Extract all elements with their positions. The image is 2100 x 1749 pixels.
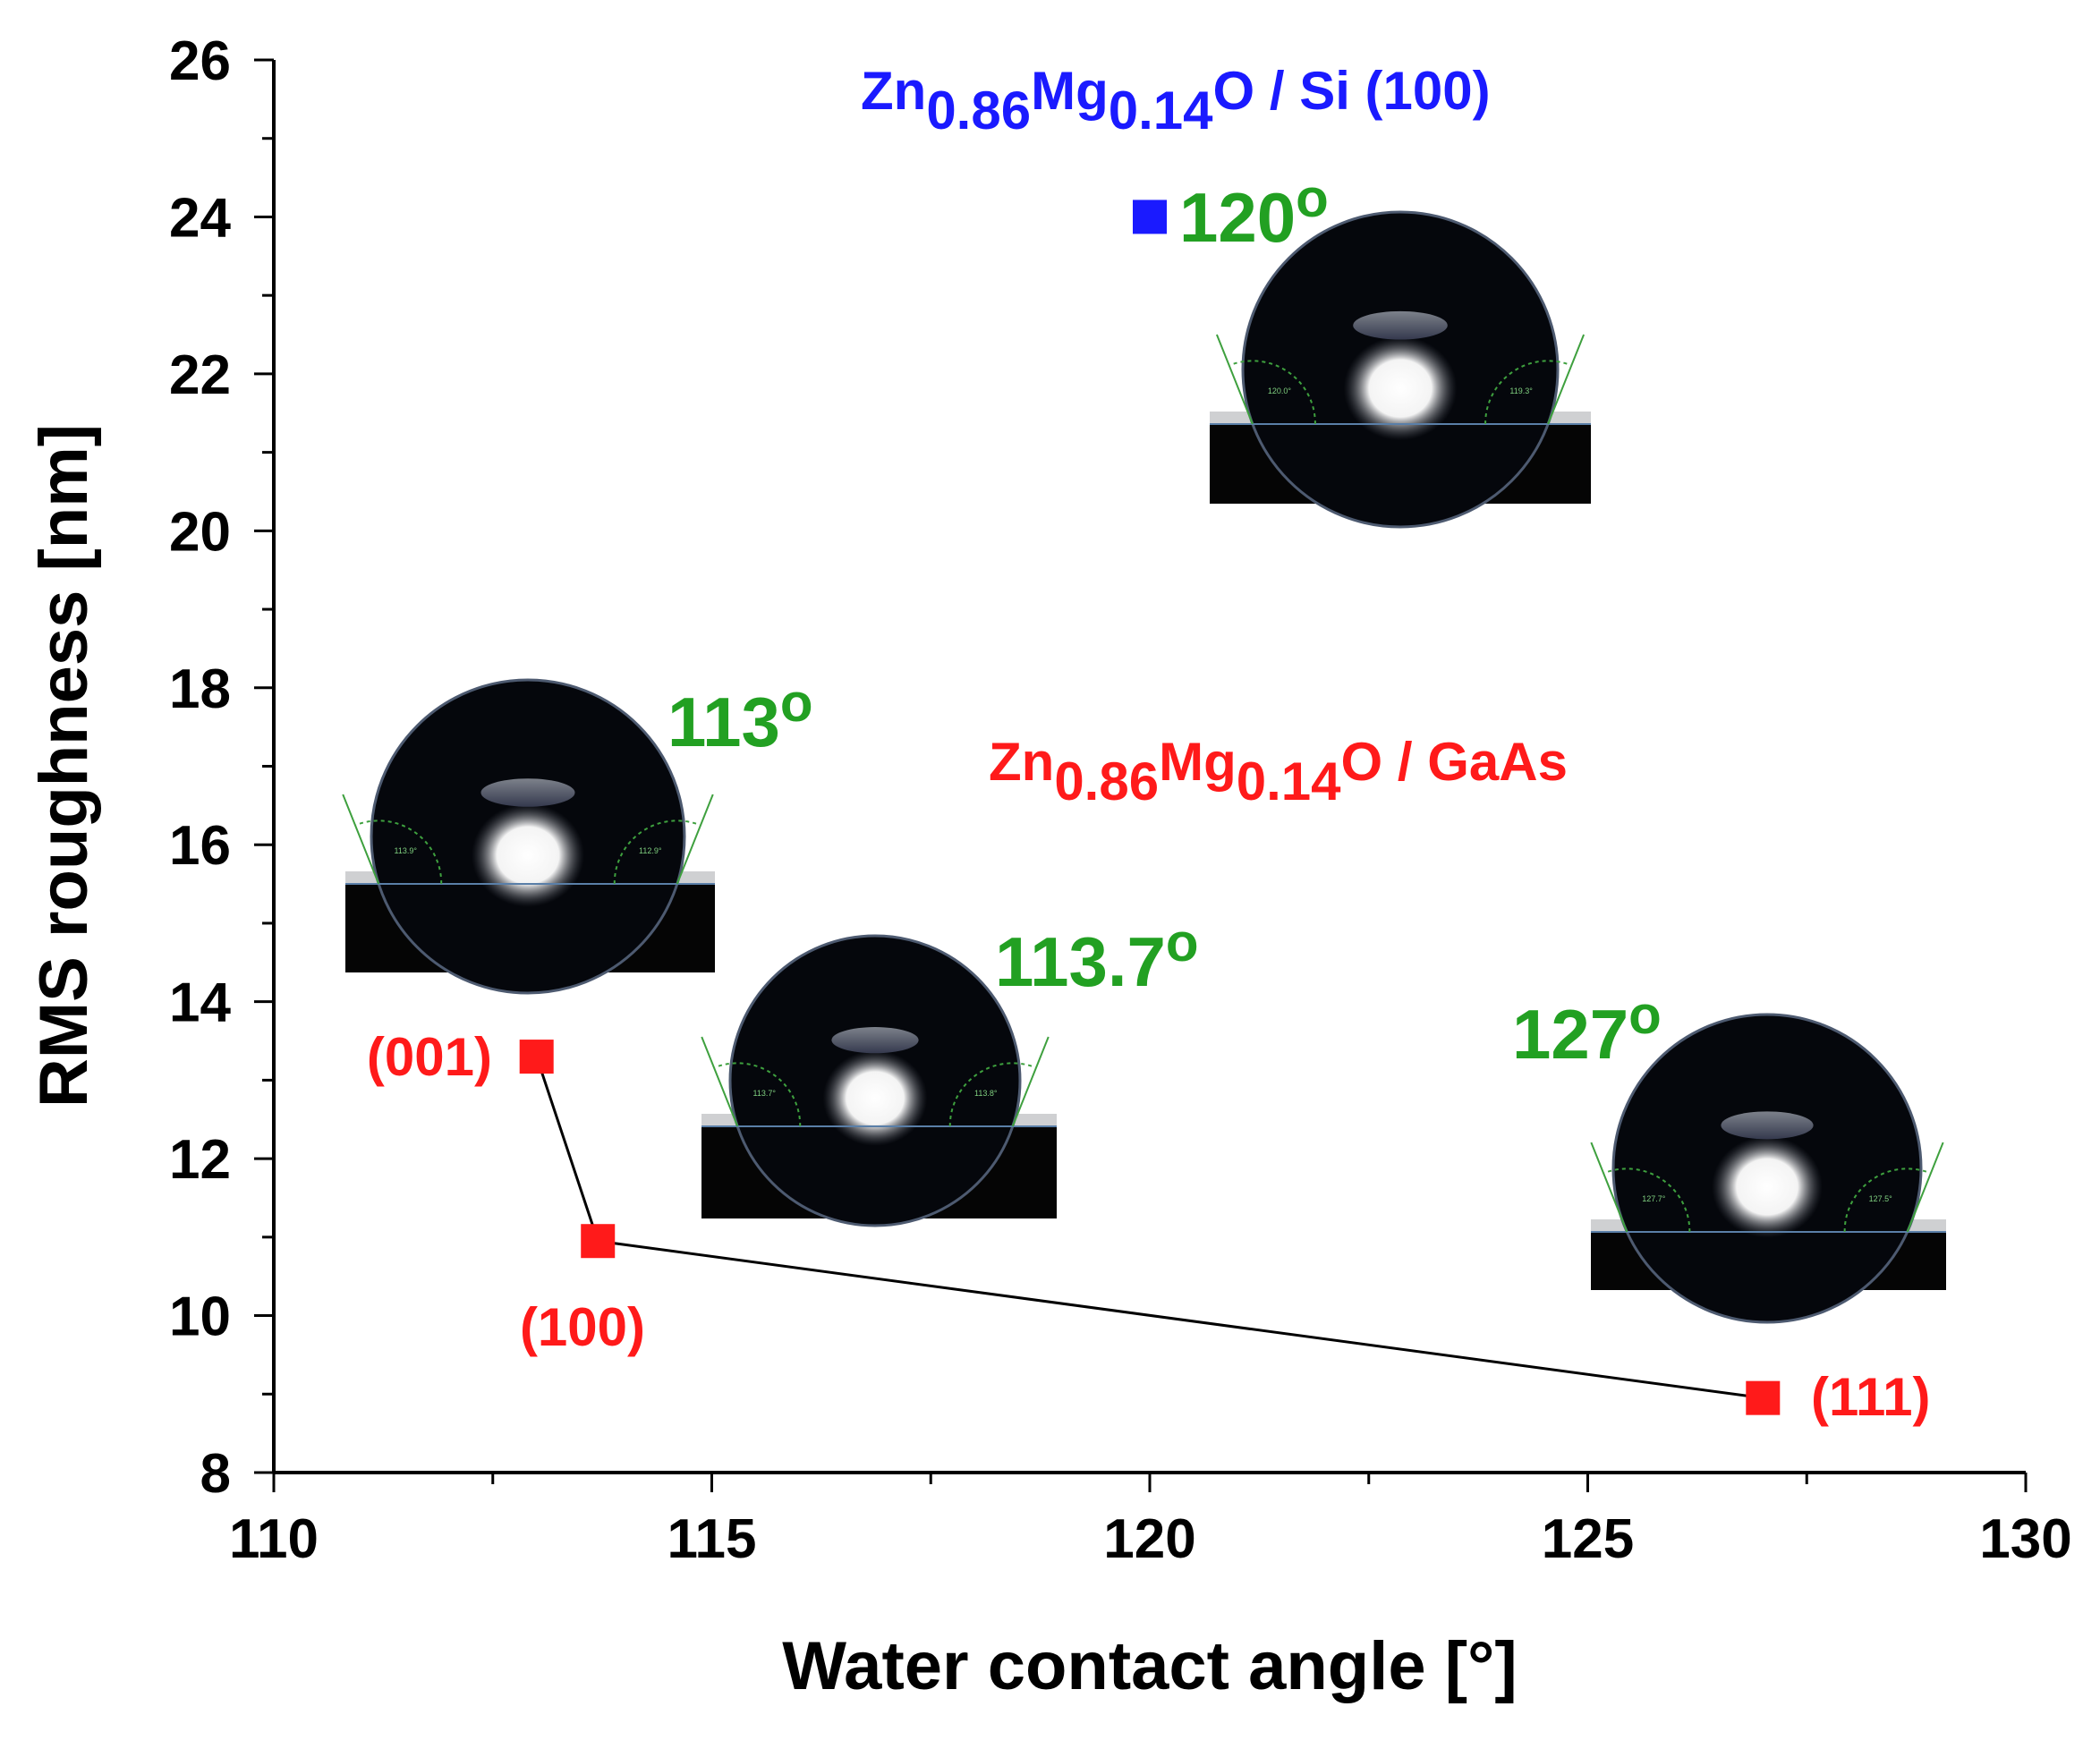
angle-value-113: 113 <box>667 683 780 761</box>
droplet-reflection <box>480 778 575 807</box>
angle-label-113-7: 113.7o <box>995 913 1199 1001</box>
droplet-image: 113.7° 113.8° <box>701 934 1057 1227</box>
angle-arc-left <box>1603 1167 1691 1233</box>
angle-arc-left <box>1229 360 1316 425</box>
tangent-line-left <box>701 1036 739 1127</box>
axes: 110 115 120 125 130 8 10 12 14 16 18 20 22 24 26 Wate… <box>26 30 2072 1704</box>
y-axis-title: RMS roughness [nm] <box>26 424 102 1108</box>
angle-label-127: 127o <box>1512 985 1662 1074</box>
y-tick-label: 18 <box>169 658 231 720</box>
x-tick-label: 110 <box>229 1508 319 1570</box>
inset-angle-left: 113.9° <box>394 846 417 855</box>
angle-value-127: 127 <box>1512 995 1628 1074</box>
inset-angle-left: 113.7° <box>753 1089 777 1098</box>
point-labels: (001) (100) (111) <box>367 1027 1931 1427</box>
inset-angle-left: 127.7° <box>1642 1194 1666 1203</box>
point-label-001: (001) <box>367 1027 492 1087</box>
droplet-highlight <box>1343 336 1458 441</box>
tangent-line-right <box>1547 334 1586 425</box>
si-name-sub-2: 0.14 <box>1109 81 1213 140</box>
gaas-name-part-3: O / GaAs <box>1341 732 1568 792</box>
series-layer: (001) (100) (111) <box>367 200 1931 1427</box>
tangent-line-left <box>1590 1142 1628 1233</box>
x-axis-title: Water contact angle [°] <box>782 1628 1517 1704</box>
inset-angle-left: 120.0° <box>1268 386 1292 395</box>
si-series-name: Zn0.86Mg0.14O / Si (100) <box>861 61 1491 140</box>
angle-arc-right <box>613 819 701 885</box>
droplet-image: 113.9° 112.9° <box>342 678 715 995</box>
gaas-series-line <box>535 1056 1764 1400</box>
angle-arc-left <box>714 1062 802 1127</box>
droplet-image: 127.7° 127.5° <box>1590 1013 1946 1324</box>
gaas-name-sub-2: 0.14 <box>1237 751 1341 811</box>
gaas-name-part-2: Mg <box>1159 732 1237 792</box>
gaas-point-2 <box>1746 1380 1781 1415</box>
angle-unit-113: o <box>780 673 813 733</box>
si-point-0 <box>1133 200 1167 234</box>
gaas-series-name: Zn0.86Mg0.14O / GaAs <box>989 732 1568 811</box>
si-name-part-1: Zn <box>861 61 926 121</box>
y-tick-label: 24 <box>169 187 231 249</box>
tangent-line-left <box>342 794 380 885</box>
tangent-line-left <box>1215 334 1254 425</box>
point-label-111: (111) <box>1811 1367 1930 1427</box>
droplet-image: 120.0° 119.3° <box>1210 210 1591 529</box>
droplet-reflection <box>1353 310 1448 340</box>
inset-angle-right: 119.3° <box>1509 386 1533 395</box>
x-ticks: 110 115 120 125 130 <box>229 1473 2072 1570</box>
y-tick-label: 26 <box>169 30 231 92</box>
angle-value-120: 120 <box>1179 178 1296 257</box>
si-name-part-2: Mg <box>1031 61 1109 121</box>
angle-label-113: 113o <box>667 673 813 761</box>
point-label-100: (100) <box>520 1297 645 1357</box>
gaas-point-0 <box>519 1040 554 1074</box>
angle-arc-right <box>1843 1167 1931 1233</box>
tangent-line-right <box>676 794 714 885</box>
data-markers <box>519 200 1781 1415</box>
x-tick-label: 125 <box>1542 1508 1634 1570</box>
angle-annotations: 120o 113o 113.7o 127o <box>667 168 1662 1074</box>
y-tick-label: 22 <box>169 344 231 406</box>
angle-unit-120: o <box>1296 168 1329 228</box>
y-tick-label: 14 <box>169 972 231 1034</box>
y-tick-label: 16 <box>169 815 231 877</box>
y-tick-label: 12 <box>169 1129 231 1191</box>
angle-unit-127: o <box>1628 985 1662 1045</box>
inset-angle-right: 113.8° <box>974 1089 998 1098</box>
droplet-highlight <box>822 1049 928 1146</box>
y-ticks: 8 10 12 14 16 18 20 22 24 26 <box>169 30 274 1505</box>
inset-angle-right: 127.5° <box>1869 1194 1893 1203</box>
droplet-reflection <box>831 1027 919 1054</box>
tangent-line-right <box>1906 1142 1944 1233</box>
droplet-highlight <box>472 803 584 907</box>
x-tick-label: 115 <box>667 1508 756 1570</box>
gaas-name-part-1: Zn <box>989 732 1054 792</box>
angle-label-120: 120o <box>1179 168 1329 257</box>
series-names: Zn0.86Mg0.14O / Si (100) Zn0.86Mg0.14O /… <box>861 61 1568 811</box>
inset-angle-right: 112.9° <box>639 846 662 855</box>
x-tick-label: 130 <box>1979 1508 2071 1570</box>
y-tick-label: 20 <box>169 501 231 563</box>
droplet-highlight <box>1712 1135 1823 1238</box>
si-name-part-3: O / Si (100) <box>1213 61 1491 121</box>
angle-arc-left <box>355 819 443 885</box>
droplet-images: 120.0° 119.3° 113.9° 112.9° 113.7° 113.8° 127.… <box>342 210 1946 1324</box>
gaas-point-1 <box>581 1224 616 1259</box>
angle-arc-right <box>1484 360 1571 425</box>
angle-arc-right <box>948 1062 1036 1127</box>
angle-unit-113-7: o <box>1166 913 1199 972</box>
y-tick-label: 8 <box>200 1443 231 1505</box>
droplet-reflection <box>1721 1111 1814 1140</box>
gaas-name-sub-1: 0.86 <box>1054 751 1159 811</box>
x-tick-label: 120 <box>1103 1508 1195 1570</box>
y-tick-label: 10 <box>169 1286 231 1348</box>
tangent-line-right <box>1011 1036 1050 1127</box>
si-name-sub-1: 0.86 <box>926 81 1031 140</box>
angle-value-113-7: 113.7 <box>995 922 1166 1001</box>
